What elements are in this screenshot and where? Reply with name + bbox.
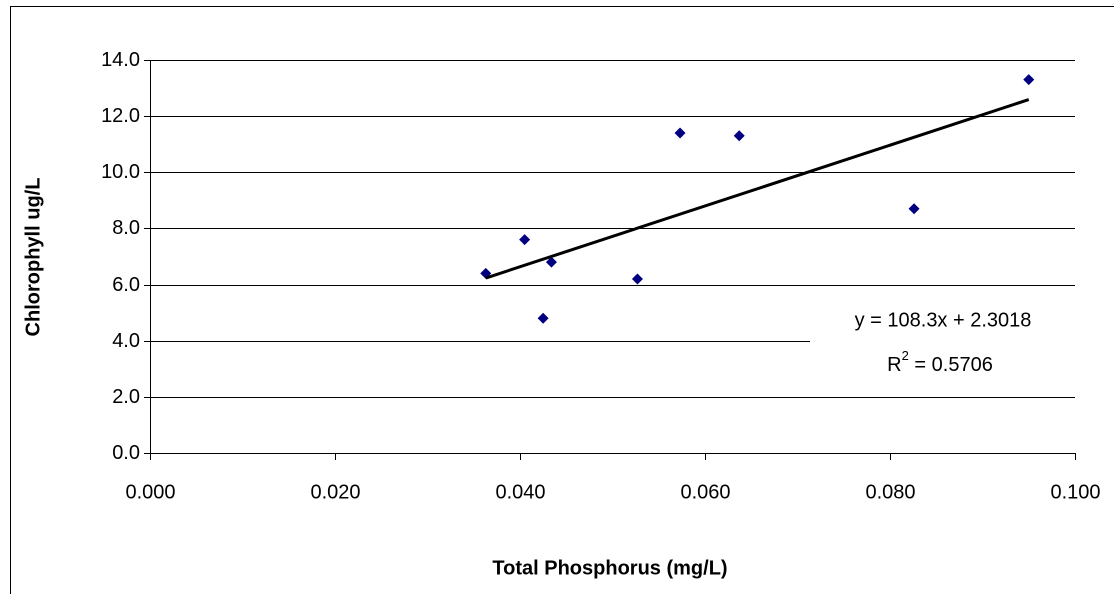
r2-label-part: R [887, 354, 901, 376]
x-tick-label: 0.080 [865, 481, 915, 503]
y-tick-label: 12.0 [101, 105, 140, 127]
y-tick-label: 10.0 [101, 161, 140, 183]
data-point [537, 312, 549, 324]
y-axis-title: Chlorophyll ug/L [22, 178, 44, 337]
data-point [519, 234, 531, 246]
trendline-label-box [810, 303, 1075, 383]
x-tick-label: 0.000 [125, 481, 175, 503]
data-point [674, 127, 686, 139]
y-tick-label: 6.0 [112, 274, 140, 296]
r2-label-part: 2 [902, 348, 909, 363]
trendline [485, 98, 1030, 280]
data-point [733, 130, 745, 142]
r2-label-part: = 0.5706 [909, 354, 993, 376]
y-tick-label: 4.0 [112, 330, 140, 352]
x-axis-title: Total Phosphorus (mg/L) [492, 557, 727, 579]
data-point [1023, 74, 1035, 86]
x-tick-label: 0.100 [1050, 481, 1100, 503]
y-tick-label: 8.0 [112, 217, 140, 239]
trendline-equation: y = 108.3x + 2.3018 [855, 309, 1032, 331]
y-tick-label: 2.0 [112, 386, 140, 408]
data-point [545, 256, 557, 268]
chart-border [10, 6, 1114, 594]
x-tick-label: 0.060 [680, 481, 730, 503]
y-tick-label: 0.0 [112, 442, 140, 464]
x-tick-label: 0.020 [310, 481, 360, 503]
trendline-r2: R2 = 0.5706 [887, 348, 993, 376]
x-tick-label: 0.040 [495, 481, 545, 503]
data-point [631, 273, 643, 285]
data-point [908, 203, 920, 215]
y-tick-label: 14.0 [101, 49, 140, 71]
